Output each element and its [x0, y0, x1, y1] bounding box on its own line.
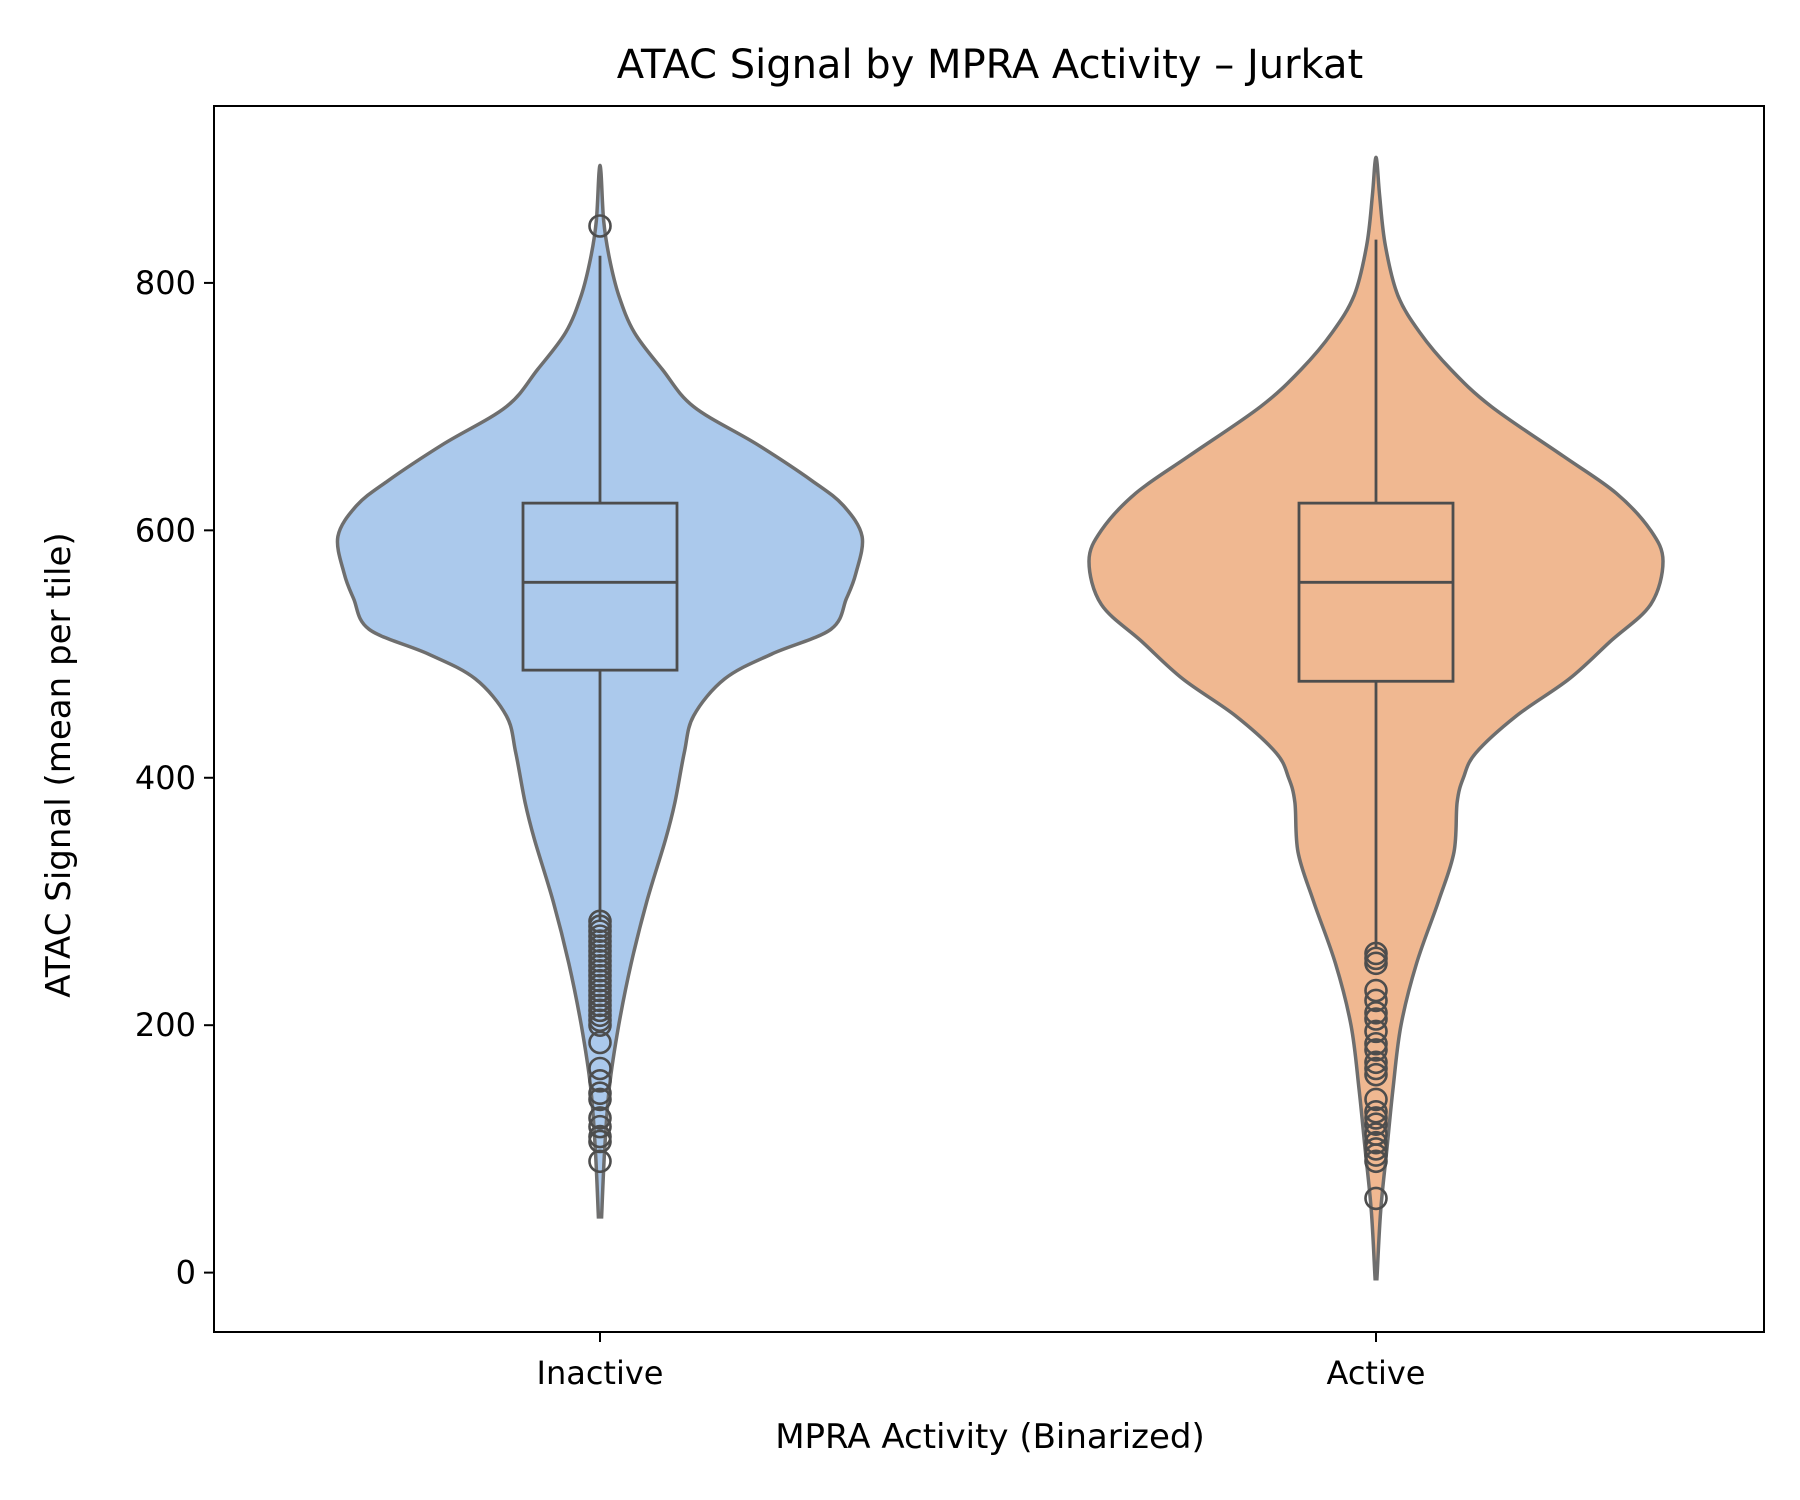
violin-group-active [1087, 155, 1665, 1281]
x-tick-label: Inactive [537, 1354, 664, 1392]
outlier-point [588, 1013, 612, 1037]
outlier-point [588, 1106, 612, 1130]
outlier-point [1364, 1062, 1388, 1087]
outlier-point [1364, 1087, 1388, 1112]
outlier-point [1364, 1112, 1388, 1136]
outlier-point [1364, 1031, 1388, 1056]
y-axis: 0 200 400 600 800 [135, 264, 214, 1292]
x-axis-label: MPRA Activity (Binarized) [775, 1417, 1205, 1457]
plot-area [335, 155, 1665, 1281]
outlier-point [588, 1081, 612, 1106]
x-tick-label: Active [1327, 1354, 1426, 1392]
outlier-point [588, 1069, 612, 1093]
box-iqr [1297, 501, 1455, 683]
outlier-point [1364, 1137, 1388, 1161]
x-axis: Inactive Active [537, 1332, 1426, 1392]
outlier-point [588, 1030, 612, 1055]
outlier-point [1364, 1050, 1388, 1075]
outlier-point [588, 1087, 612, 1112]
outlier-point [1364, 1001, 1388, 1025]
outlier-point [588, 1114, 612, 1139]
chart-title: ATAC Signal by MPRA Activity – Jurkat [617, 42, 1363, 88]
y-tick-label: 800 [135, 264, 196, 302]
y-tick-label: 200 [135, 1006, 196, 1044]
plot-frame [213, 105, 1765, 1333]
outlier-point [1364, 1143, 1388, 1167]
outlier-point [1364, 1038, 1388, 1062]
violin-group-inactive [335, 163, 865, 1219]
outlier-point [1364, 1106, 1388, 1130]
outlier-point [1364, 988, 1388, 1013]
outlier-point [588, 1149, 612, 1174]
y-tick-label: 0 [176, 1254, 196, 1292]
outlier-point [1364, 1007, 1388, 1031]
box-iqr [521, 501, 679, 672]
outlier-point [588, 1056, 612, 1081]
y-tick-label: 600 [135, 511, 196, 549]
outlier-point [1364, 1186, 1388, 1211]
outlier-point [588, 214, 612, 238]
outlier-point [1364, 1019, 1388, 1044]
outlier-point [1364, 1149, 1388, 1174]
y-tick-label: 400 [135, 759, 196, 797]
outlier-point [1364, 951, 1388, 976]
outlier-point [1364, 1130, 1388, 1155]
outlier-point [1364, 1056, 1388, 1081]
y-axis-label: ATAC Signal (mean per tile) [39, 532, 79, 997]
